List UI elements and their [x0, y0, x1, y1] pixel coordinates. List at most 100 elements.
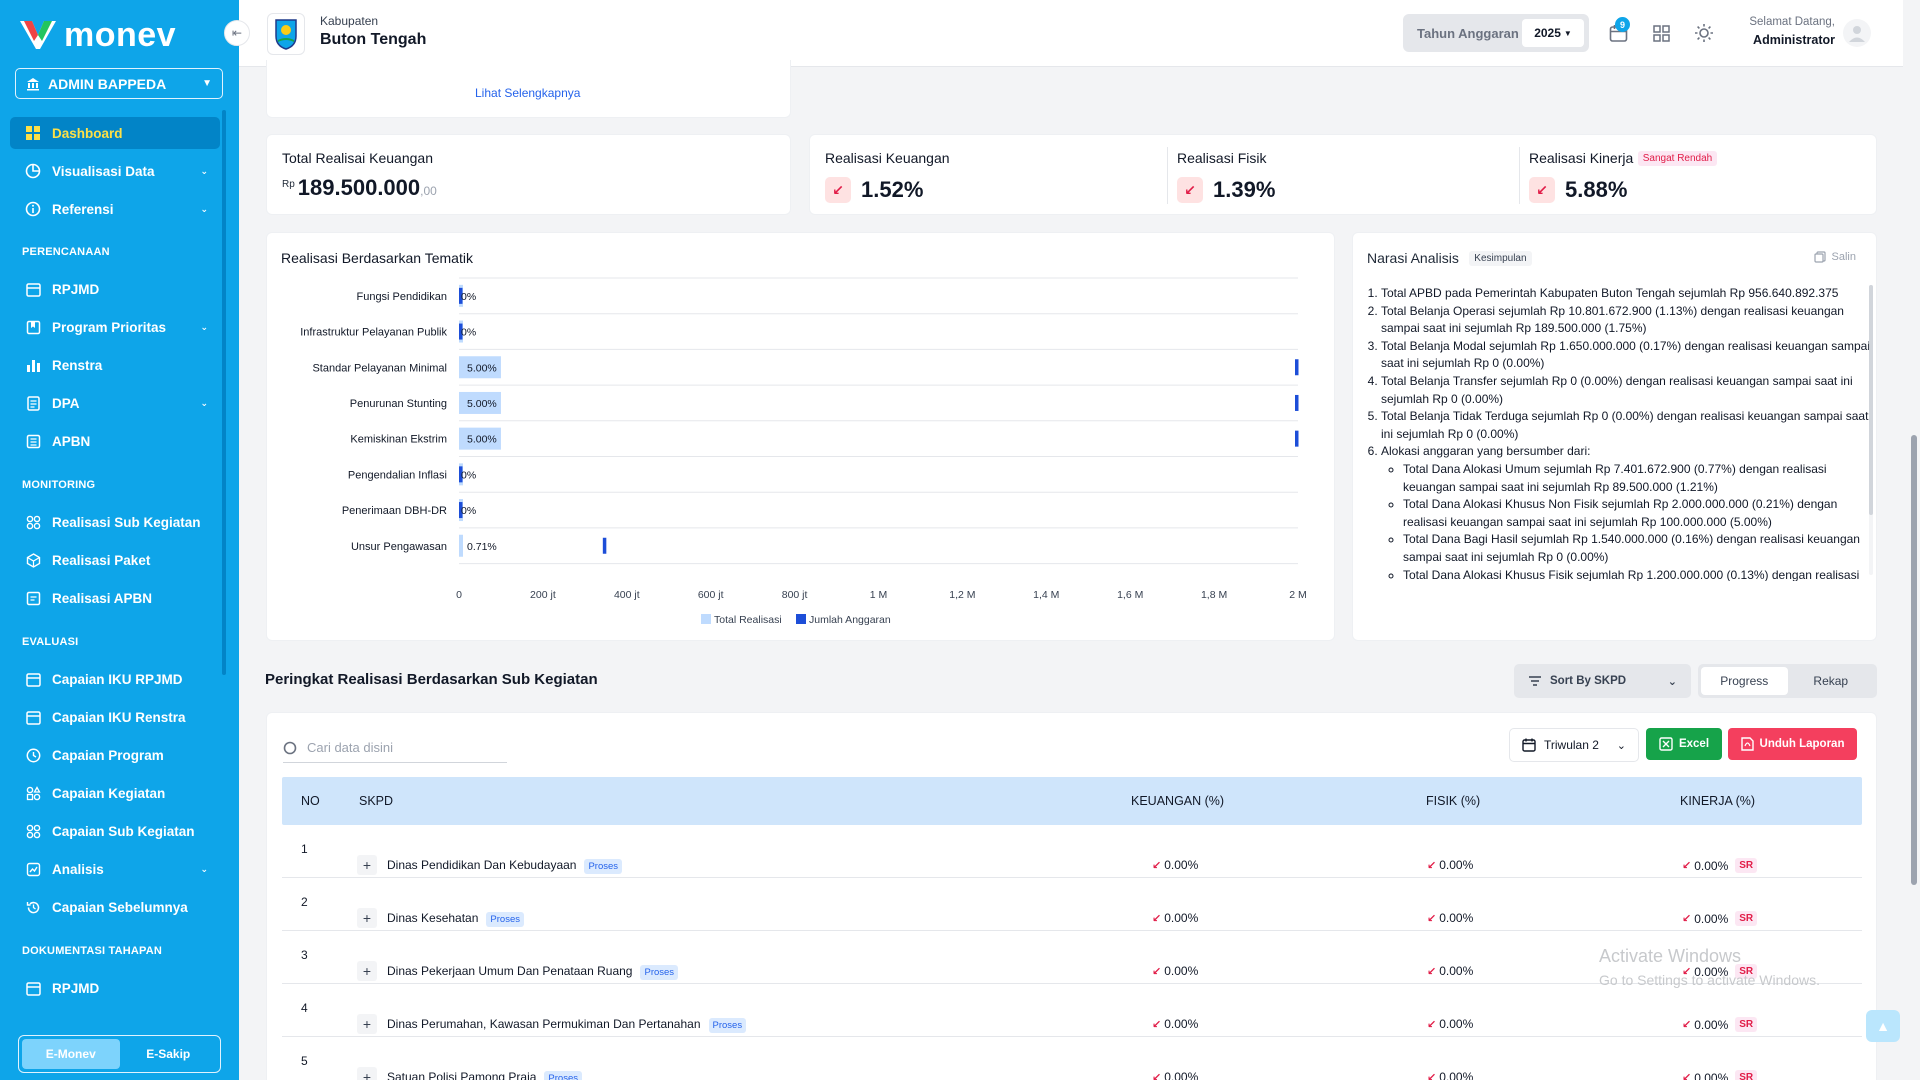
status-badge: Proses [640, 965, 679, 980]
arrow-down-left-icon: ↙ [1682, 860, 1692, 872]
sidebar-item-label: Capaian Sebelumnya [52, 899, 188, 915]
toggle-rekap[interactable]: Rekap [1813, 674, 1849, 688]
skpd-name-cell: Dinas Pendidikan Dan Kebudayaan Proses [387, 858, 623, 874]
switch-emonev[interactable]: E-Monev [22, 1039, 120, 1069]
expand-row-button[interactable]: + [357, 855, 377, 875]
keuangan-value: 0.00% [1164, 911, 1199, 925]
fiscal-year-select[interactable]: 2025 ▼ [1522, 19, 1584, 47]
expand-row-button[interactable]: + [357, 1067, 377, 1080]
sidebar-item-realisasi-paket[interactable]: Realisasi Paket [10, 544, 220, 576]
fisik-value: 0.00% [1439, 1017, 1474, 1031]
sidebar-item-label: Renstra [52, 357, 103, 373]
kinerja-badge: SR [1735, 1070, 1758, 1080]
narasi-badge: Kesimpulan [1469, 251, 1532, 267]
sort-select[interactable]: Sort By SKPD ⌄ [1514, 664, 1691, 698]
sidebar-item-dok-rpjmd[interactable]: RPJMD [10, 972, 220, 1004]
watermark-title: Activate Windows [1599, 946, 1742, 966]
chevron-down-icon: ⌄ [200, 321, 208, 332]
switch-esakip[interactable]: E-Sakip [146, 1047, 191, 1061]
see-more-link[interactable]: Lihat Selengkapnya [475, 86, 581, 100]
receipt-icon [25, 590, 41, 606]
sidebar-collapse-button[interactable]: ⇤ [224, 20, 250, 46]
keuangan-cell: ↙ 0.00% [1152, 911, 1198, 925]
skpd-name-cell: Satuan Polisi Pamong Praja Proses [387, 1070, 582, 1080]
role-selector[interactable]: ADMIN BAPPEDA ▼ [15, 68, 223, 99]
keuangan-value: 0.00% [1164, 1017, 1199, 1031]
page-scrollbar[interactable] [1908, 0, 1920, 1080]
period-select[interactable]: Triwulan 2 ⌄ [1509, 728, 1639, 762]
region-emblem [267, 13, 305, 55]
app-logo[interactable]: monev [18, 14, 176, 56]
grid-icon [25, 125, 41, 141]
sidebar-item-apbn[interactable]: APBN [10, 425, 220, 457]
sidebar: monev ADMIN BAPPEDA ▼ Dashboard Visualis… [0, 0, 239, 1080]
arrow-down-left-icon: ↙ [1427, 1018, 1437, 1031]
user-icon [1849, 26, 1865, 42]
sidebar-item-capaian-program[interactable]: Capaian Program [10, 739, 220, 771]
sidebar-item-visualisasi-data[interactable]: Visualisasi Data ⌄ [10, 155, 220, 187]
theme-toggle-button[interactable] [1693, 22, 1715, 44]
sidebar-item-referensi[interactable]: Referensi ⌄ [10, 193, 220, 225]
expand-row-button[interactable]: + [357, 1014, 377, 1034]
scroll-top-button[interactable]: ▲ [1866, 1010, 1900, 1042]
chart-card: Realisasi Berdasarkan Tematik Fungsi Pen… [266, 232, 1335, 641]
table-row[interactable]: 2 + Dinas Kesehatan Proses ↙ 0.00% ↙ 0.00% ↙ 0.00… [282, 878, 1862, 931]
sidebar-item-analisis[interactable]: Analisis ⌄ [10, 853, 220, 885]
sidebar-item-capaian-iku-renstra[interactable]: Capaian IKU Renstra [10, 701, 220, 733]
notification-badge: 9 [1615, 17, 1630, 32]
skpd-name: Satuan Polisi Pamong Praja [387, 1070, 537, 1080]
kinerja-badge: SR [1735, 911, 1758, 926]
metric-fisik: Realisasi Fisik ↙ 1.39% [1177, 135, 1517, 216]
avatar[interactable] [1843, 19, 1871, 47]
sidebar-item-renstra[interactable]: Renstra [10, 349, 220, 381]
bookmark-icon [25, 319, 41, 335]
row-number: 4 [301, 1001, 308, 1015]
expand-row-button[interactable]: + [357, 908, 377, 928]
sidebar-scrollbar[interactable] [222, 110, 226, 675]
sidebar-item-capaian-kegiatan[interactable]: Capaian Kegiatan [10, 777, 220, 809]
kinerja-badge: SR [1735, 858, 1758, 873]
kinerja-cell: ↙ 0.00% SR [1682, 1017, 1758, 1032]
bar-anggaran [1295, 394, 1299, 411]
sidebar-item-dpa[interactable]: DPA ⌄ [10, 387, 220, 419]
metric-fisik-label: Realisasi Fisik [1177, 150, 1267, 166]
sidebar-item-realisasi-sub-kegiatan[interactable]: Realisasi Sub Kegiatan [10, 506, 220, 538]
table-row[interactable]: 1 + Dinas Pendidikan Dan Kebudayaan Proses ↙… [282, 825, 1862, 878]
sidebar-item-capaian-iku-rpjmd[interactable]: Capaian IKU RPJMD [10, 663, 220, 695]
metric-keuangan-value: 1.52% [861, 177, 924, 202]
row-number: 1 [301, 842, 308, 856]
chevron-down-icon: ⌄ [200, 863, 208, 874]
arrow-down-left-icon: ↙ [1427, 859, 1437, 872]
excel-button[interactable]: Excel [1646, 728, 1722, 760]
keuangan-cell: ↙ 0.00% [1152, 1070, 1198, 1080]
status-badge: Proses [486, 912, 524, 927]
table-row[interactable]: 3 + Dinas Pekerjaan Umum Dan Penataan Ruan… [282, 931, 1862, 984]
download-report-button[interactable]: Unduh Laporan [1728, 728, 1857, 760]
sidebar-item-realisasi-apbn[interactable]: Realisasi APBN [10, 582, 220, 614]
sidebar-item-capaian-sub-kegiatan[interactable]: Capaian Sub Kegiatan [10, 815, 220, 847]
table-row[interactable]: 4 + Dinas Perumahan, Kawasan Permukiman Da… [282, 984, 1862, 1037]
narasi-card: Narasi Analisis Kesimpulan Salin Total A… [1352, 232, 1877, 641]
search-field[interactable]: Cari data disini [283, 733, 507, 763]
copy-icon [1813, 251, 1826, 263]
ranking-title: Peringkat Realisasi Berdasarkan Sub Kegi… [265, 671, 598, 688]
section-evaluasi: EVALUASI [22, 636, 79, 648]
sidebar-item-label: Capaian IKU Renstra [52, 709, 186, 725]
narasi-scrollbar[interactable] [1869, 285, 1873, 575]
toggle-progress[interactable]: Progress [1701, 667, 1788, 695]
arrow-down-left-icon: ↙ [1682, 1072, 1692, 1080]
keuangan-cell: ↙ 0.00% [1152, 964, 1198, 978]
sidebar-item-capaian-sebelumnya[interactable]: Capaian Sebelumnya [10, 891, 220, 923]
expand-row-button[interactable]: + [357, 961, 377, 981]
fisik-cell: ↙ 0.00% [1427, 911, 1473, 925]
x-tick-label: 2 M [1289, 589, 1307, 601]
sidebar-item-program-prioritas[interactable]: Program Prioritas ⌄ [10, 311, 220, 343]
category-label: Standar Pelayanan Minimal [312, 362, 447, 374]
logo-text: monev [64, 15, 177, 54]
sidebar-item-rpjmd[interactable]: RPJMD [10, 273, 220, 305]
copy-button[interactable]: Salin [1813, 251, 1856, 263]
sidebar-item-dashboard[interactable]: Dashboard [10, 117, 220, 149]
table-row[interactable]: 5 + Satuan Polisi Pamong Praja Proses ↙ 0.00%… [282, 1037, 1862, 1080]
metric-fisik-value: 1.39% [1213, 177, 1276, 202]
apps-button[interactable] [1650, 22, 1672, 44]
